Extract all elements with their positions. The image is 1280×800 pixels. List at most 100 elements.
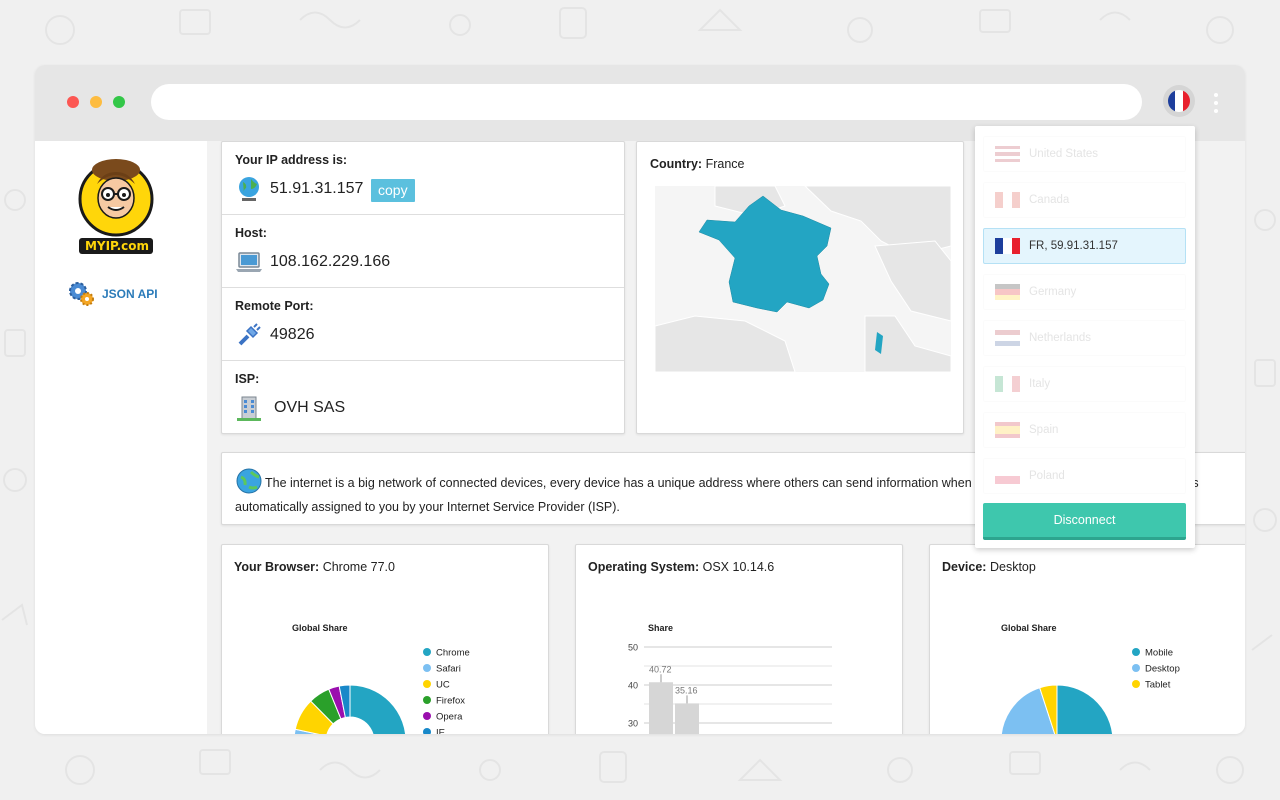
legend-swatch [423,664,431,672]
pl-flag-icon [995,468,1020,484]
disconnect-button[interactable]: Disconnect [983,503,1186,540]
location-item[interactable]: Netherlands [983,320,1186,356]
close-window-button[interactable] [67,96,79,108]
es-flag-icon [995,422,1020,438]
os-value: OSX 10.14.6 [702,560,775,574]
address-bar[interactable] [151,84,1142,120]
minimize-window-button[interactable] [90,96,102,108]
globe-icon [239,177,259,201]
legend-swatch [423,648,431,656]
location-label: Spain [1029,424,1059,436]
legend-swatch [1132,648,1140,656]
legend-label: Chrome [436,648,470,659]
legend-swatch [423,696,431,704]
location-label: Italy [1029,378,1051,390]
bar-value-label: 40.72 [649,664,672,674]
location-item[interactable]: Poland [983,458,1186,494]
us-flag-icon [995,146,1020,163]
os-label: Operating System: [588,560,700,574]
chart-title: Global Share [1001,623,1057,633]
host-title: Host: [235,226,267,240]
sidebar: MYIP.com JSON API [35,141,207,734]
maximize-window-button[interactable] [113,96,125,108]
country-heading: Country: France [650,157,744,171]
vpn-extension-button[interactable] [1163,85,1195,117]
chart-title: Global Share [292,623,348,633]
browser-card: Your Browser: Chrome 77.0 Global Share Ch… [221,544,549,734]
it-flag-icon [995,376,1020,392]
pie-slice [1056,684,1114,734]
legend-label: Mobile [1145,648,1173,659]
bar [649,682,673,734]
de-flag-icon [995,284,1020,300]
country-map [655,186,951,372]
corsica-shape [875,332,883,354]
legend-label: Tablet [1145,680,1171,691]
legend-label: Desktop [1145,664,1180,675]
host-row: Host: 108.162.229.166 [222,215,624,288]
ip-title: Your IP address is: [235,153,348,167]
location-item[interactable]: Italy [983,366,1186,402]
location-label: Germany [1029,286,1077,298]
browser-menu-icon[interactable] [1211,93,1221,113]
country-label: Country: [650,157,703,171]
fr-flag-icon [1168,90,1190,112]
myip-logo[interactable] [75,154,157,256]
browser-share-chart: Global Share Chrome Safari UC Firefox Opera IE [292,623,470,735]
ip-value: 51.91.31.157 [270,180,364,197]
browser-heading: Your Browser: Chrome 77.0 [234,560,395,574]
y-tick-label: 50 [628,643,638,653]
location-label: Canada [1029,194,1070,206]
copy-button[interactable]: copy [371,179,415,202]
isp-row: ISP: OVH SAS [222,361,624,434]
country-card: Country: France [636,141,964,434]
ca-flag-icon [995,192,1020,208]
pie-slice [1039,684,1058,734]
legend-swatch [423,712,431,720]
json-api-link[interactable]: JSON API [67,280,158,307]
description-text: The internet is a big network of connect… [235,476,1199,514]
legend-label: IE [436,728,445,735]
france-shape [698,195,832,313]
os-card: Operating System: OSX 10.14.6 Share 30 40 5… [575,544,903,734]
legend-label: Safari [436,664,461,675]
country-value: France [705,157,745,171]
legend-swatch [423,680,431,688]
device-share-chart: Global Share Mobile Desktop Tablet [1001,623,1180,734]
chart-title: Share [648,623,673,633]
ip-row: Your IP address is: 51.91.31.157 copy [222,142,624,215]
isp-value: OVH SAS [274,399,346,416]
port-value: 49826 [270,326,315,343]
bar-value-label: 35.16 [675,685,698,695]
bar [675,703,699,734]
vpn-popup: United States Canada FR, 59.91.31.157 Germa… [975,126,1195,548]
legend-swatch [423,728,431,734]
os-share-chart: Share 30 40 50 40.72 35.16 [628,623,832,734]
browser-label: Your Browser: [234,560,320,574]
pie-slice [349,684,406,734]
legend-label: UC [436,680,450,691]
location-label: Netherlands [1029,332,1092,344]
legend-label: Opera [436,712,463,723]
legend-swatch [1132,680,1140,688]
nl-flag-icon [995,330,1020,346]
network-globe-icon [236,468,262,494]
port-title: Remote Port: [235,299,314,313]
y-tick-label: 40 [628,681,638,691]
device-value: Desktop [989,560,1036,574]
browser-titlebar [35,65,1245,141]
location-item[interactable]: Germany [983,274,1186,310]
pie-slice [338,684,351,719]
location-item[interactable]: Canada [983,182,1186,218]
location-label: FR, 59.91.31.157 [1029,240,1118,252]
location-item[interactable]: United States [983,136,1186,172]
ip-info-card: Your IP address is: 51.91.31.157 copy Ho… [221,141,625,434]
port-row: Remote Port: 49826 [222,288,624,361]
location-item[interactable]: Spain [983,412,1186,448]
location-item[interactable]: FR, 59.91.31.157 [983,228,1186,264]
location-label: Poland [1029,470,1065,482]
building-icon [237,396,261,421]
device-label: Device: [942,560,987,574]
laptop-icon [236,252,262,272]
